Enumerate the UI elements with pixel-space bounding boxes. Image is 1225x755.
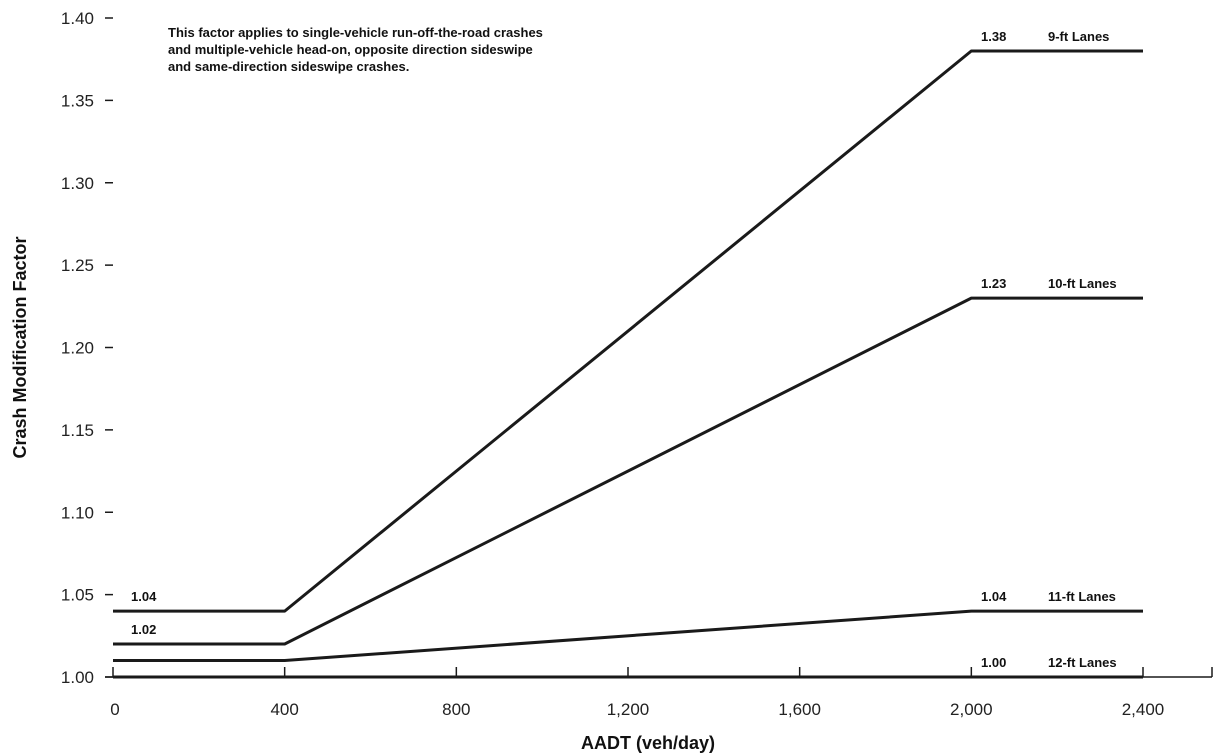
y-tick-label: 1.05 [61,586,94,605]
x-tick-label: 800 [442,700,470,719]
x-axis-title: AADT (veh/day) [581,733,715,753]
series-line-9ft [113,49,1143,613]
y-tick-label: 1.30 [61,174,94,193]
series-line-11ft [113,609,1143,662]
end-value-label: 1.23 [981,276,1006,291]
series-line-10ft [113,296,1143,646]
data-labels: 1.38 9-ft Lanes 1.04 1.23 10-ft Lanes 1.02 1.0… [131,29,1117,670]
series-name-label: 11-ft Lanes [1048,589,1116,604]
note-line: and multiple-vehicle head-on, opposite d… [168,42,533,57]
y-tick-label: 1.15 [61,421,94,440]
x-tick-label: 2,000 [950,700,993,719]
x-tick-label: 400 [270,700,298,719]
y-tick-label: 1.25 [61,256,94,275]
x-tick-label: 2,400 [1122,700,1165,719]
y-tick-label: 1.35 [61,91,94,110]
y-tick-label: 1.40 [61,9,94,28]
ticks: 1.00 1.05 1.10 1.15 1.20 1.25 1.30 1.35 1.40 0 400… [61,9,1164,719]
start-value-label: 1.04 [131,589,157,604]
end-value-label: 1.00 [981,655,1006,670]
series-name-label: 9-ft Lanes [1048,29,1109,44]
y-axis-title: Crash Modification Factor [10,236,30,458]
end-value-label: 1.04 [981,589,1007,604]
y-tick-label: 1.00 [61,668,94,687]
series-lines [113,49,1143,679]
series-name-label: 12-ft Lanes [1048,655,1117,670]
x-tick-label: 1,200 [607,700,650,719]
end-value-label: 1.38 [981,29,1006,44]
start-value-label: 1.02 [131,622,156,637]
series-name-label: 10-ft Lanes [1048,276,1117,291]
x-tick-label: 1,600 [778,700,821,719]
note-line: This factor applies to single-vehicle ru… [168,25,543,40]
chart-note: This factor applies to single-vehicle ru… [168,25,543,74]
y-tick-label: 1.10 [61,503,94,522]
y-tick-label: 1.20 [61,339,94,358]
x-tick-label: 0 [110,700,119,719]
note-line: and same-direction sideswipe crashes. [168,59,409,74]
